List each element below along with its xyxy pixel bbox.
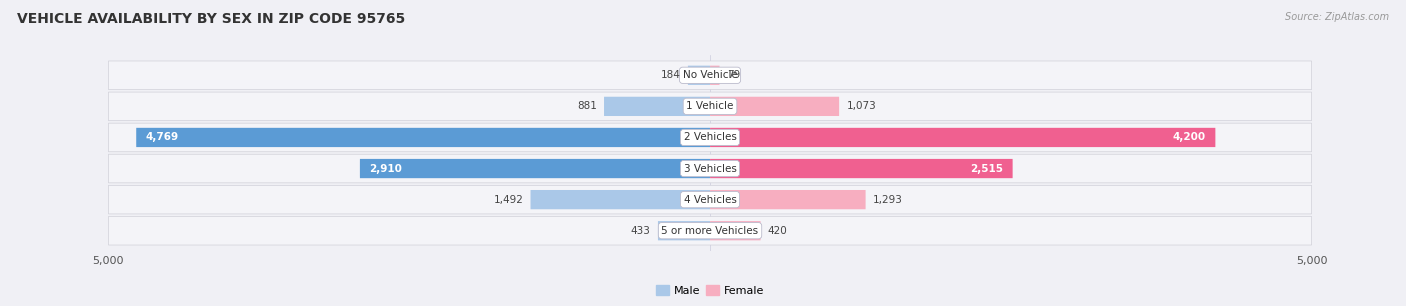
Text: 4 Vehicles: 4 Vehicles bbox=[683, 195, 737, 205]
Text: 1,073: 1,073 bbox=[846, 101, 876, 111]
FancyBboxPatch shape bbox=[530, 190, 710, 209]
FancyBboxPatch shape bbox=[710, 159, 1012, 178]
Text: 4,200: 4,200 bbox=[1173, 132, 1206, 143]
Text: 2,910: 2,910 bbox=[370, 163, 402, 174]
FancyBboxPatch shape bbox=[710, 190, 866, 209]
FancyBboxPatch shape bbox=[136, 128, 710, 147]
Text: 881: 881 bbox=[576, 101, 596, 111]
Text: 433: 433 bbox=[631, 226, 651, 236]
Text: VEHICLE AVAILABILITY BY SEX IN ZIP CODE 95765: VEHICLE AVAILABILITY BY SEX IN ZIP CODE … bbox=[17, 12, 405, 26]
FancyBboxPatch shape bbox=[710, 97, 839, 116]
Legend: Male, Female: Male, Female bbox=[651, 281, 769, 300]
FancyBboxPatch shape bbox=[108, 185, 1312, 214]
Text: 79: 79 bbox=[727, 70, 740, 80]
FancyBboxPatch shape bbox=[360, 159, 710, 178]
FancyBboxPatch shape bbox=[108, 61, 1312, 90]
Text: 1,293: 1,293 bbox=[873, 195, 903, 205]
FancyBboxPatch shape bbox=[108, 154, 1312, 183]
Text: 1 Vehicle: 1 Vehicle bbox=[686, 101, 734, 111]
FancyBboxPatch shape bbox=[710, 66, 720, 85]
Text: 2,515: 2,515 bbox=[970, 163, 1002, 174]
FancyBboxPatch shape bbox=[108, 92, 1312, 121]
FancyBboxPatch shape bbox=[688, 66, 710, 85]
FancyBboxPatch shape bbox=[605, 97, 710, 116]
Text: No Vehicle: No Vehicle bbox=[682, 70, 738, 80]
FancyBboxPatch shape bbox=[108, 123, 1312, 152]
Text: 3 Vehicles: 3 Vehicles bbox=[683, 163, 737, 174]
Text: 1,492: 1,492 bbox=[494, 195, 523, 205]
Text: 4,769: 4,769 bbox=[146, 132, 179, 143]
Text: 5 or more Vehicles: 5 or more Vehicles bbox=[661, 226, 759, 236]
FancyBboxPatch shape bbox=[108, 216, 1312, 245]
Text: 420: 420 bbox=[768, 226, 787, 236]
FancyBboxPatch shape bbox=[710, 221, 761, 240]
Text: 184: 184 bbox=[661, 70, 681, 80]
FancyBboxPatch shape bbox=[658, 221, 710, 240]
Text: 2 Vehicles: 2 Vehicles bbox=[683, 132, 737, 143]
Text: Source: ZipAtlas.com: Source: ZipAtlas.com bbox=[1285, 12, 1389, 22]
FancyBboxPatch shape bbox=[710, 128, 1215, 147]
